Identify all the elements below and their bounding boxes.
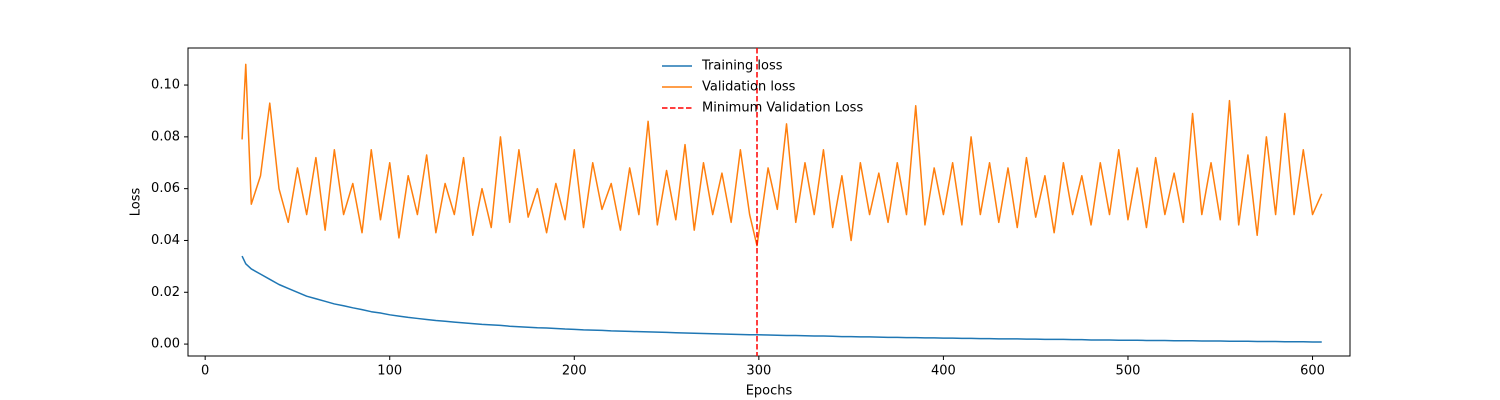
y-tick-label: 0.08 (151, 129, 180, 144)
x-tick-label: 300 (746, 364, 771, 379)
y-tick-label: 0.10 (151, 78, 180, 93)
legend-label: Validation loss (702, 80, 796, 95)
x-tick-label: 500 (1116, 364, 1141, 379)
x-axis-label: Epochs (746, 384, 793, 399)
legend-label: Training loss (701, 59, 783, 74)
x-tick-label: 200 (562, 364, 587, 379)
y-tick-label: 0.06 (151, 181, 180, 196)
x-tick-label: 400 (931, 364, 956, 379)
x-tick-label: 0 (201, 364, 209, 379)
series-line (241, 63, 1323, 247)
y-tick-label: 0.04 (151, 233, 180, 248)
series-line (241, 255, 1322, 343)
y-axis-label: Loss (129, 188, 144, 217)
y-tick-label: 0.02 (151, 285, 180, 300)
x-tick-label: 100 (377, 364, 402, 379)
x-tick-label: 600 (1300, 364, 1325, 379)
y-tick-label: 0.00 (151, 337, 180, 352)
legend-label: Minimum Validation Loss (702, 101, 863, 116)
plot-frame (187, 47, 1351, 357)
